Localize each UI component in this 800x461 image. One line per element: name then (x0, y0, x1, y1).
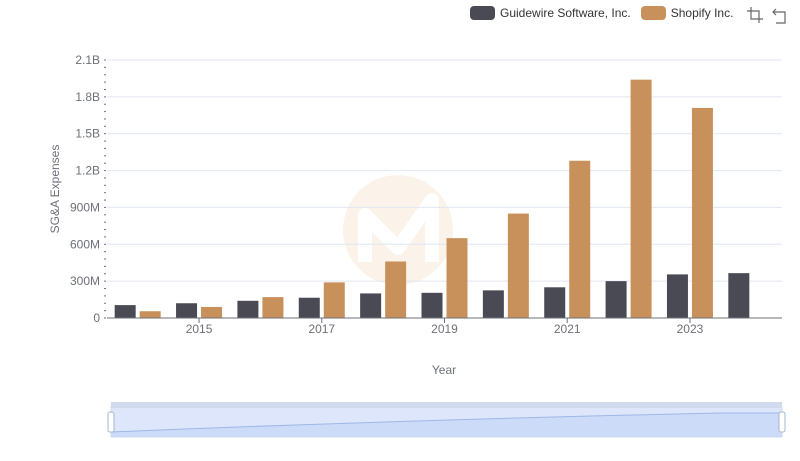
x-tick-label: 2015 (186, 322, 213, 336)
bar-shopify-2019[interactable] (446, 238, 468, 318)
legend-item-shopify[interactable]: Shopify Inc. (640, 6, 734, 20)
bar-shopify-2018[interactable] (385, 261, 407, 318)
legend: Guidewire Software, Inc. Shopify Inc. (470, 0, 743, 26)
bar-shopify-2015[interactable] (201, 306, 223, 318)
bar-shopify-2014[interactable] (139, 311, 161, 318)
y-axis-label: SG&A Expenses (48, 145, 62, 234)
bar-shopify-2017[interactable] (323, 282, 345, 318)
bar-guidewire-2016[interactable] (237, 300, 259, 318)
data-zoom-handle-left[interactable] (107, 411, 115, 433)
x-tick-label: 2019 (431, 322, 458, 336)
zoom-icon[interactable] (746, 6, 764, 24)
bar-shopify-2021[interactable] (569, 160, 591, 318)
x-tick-label: 2023 (677, 322, 704, 336)
x-axis-label: Year (432, 363, 456, 377)
legend-label-shopify: Shopify Inc. (670, 6, 734, 20)
bar-shopify-2020[interactable] (507, 213, 529, 318)
legend-swatch-guidewire (470, 6, 495, 20)
bar-guidewire-2020[interactable] (482, 290, 504, 318)
grid-lines (107, 59, 782, 282)
bar-shopify-2022[interactable] (630, 79, 652, 319)
bar-guidewire-2022[interactable] (605, 281, 627, 318)
bar-guidewire-2019[interactable] (421, 292, 443, 318)
y-tick-label: 1.8B (75, 90, 100, 104)
bar-guidewire-2018[interactable] (360, 293, 382, 318)
y-tick-label: 1.2B (75, 164, 100, 178)
bar-guidewire-2023[interactable] (666, 274, 688, 318)
data-zoom-line (110, 412, 782, 433)
bar-guidewire-2021[interactable] (544, 287, 566, 318)
watermark-logo (343, 175, 453, 285)
data-zoom-slider[interactable] (107, 402, 786, 438)
axes: 0 300M 600M 900M 1.2B 1.5B 1.8B 2.1B 2015 2017 201… (70, 53, 782, 336)
y-tick-label: 900M (70, 200, 100, 214)
restore-icon[interactable] (772, 6, 790, 24)
bar-guidewire-2015[interactable] (176, 303, 198, 318)
data-zoom-top-bar[interactable] (111, 402, 782, 408)
legend-swatch-shopify (640, 6, 666, 20)
legend-item-guidewire[interactable]: Guidewire Software, Inc. (470, 6, 631, 20)
x-tick-label: 2017 (308, 322, 335, 336)
y-tick-label: 2.1B (75, 53, 100, 67)
bar-guidewire-2014[interactable] (114, 305, 136, 318)
bar-shopify-2016[interactable] (262, 297, 284, 318)
data-zoom-shadow (111, 413, 782, 437)
bars (114, 79, 750, 319)
y-tick-label: 600M (70, 237, 100, 251)
y-tick-label: 300M (70, 274, 100, 288)
bar-shopify-2023[interactable] (691, 107, 713, 319)
y-tick-label: 0 (93, 311, 100, 325)
legend-label-guidewire: Guidewire Software, Inc. (500, 6, 631, 20)
bar-guidewire-2017[interactable] (298, 297, 320, 318)
x-tick-label: 2021 (554, 322, 581, 336)
bar-guidewire-2024[interactable] (728, 273, 750, 318)
data-zoom-handle-right[interactable] (778, 411, 786, 433)
y-tick-label: 1.5B (75, 127, 100, 141)
